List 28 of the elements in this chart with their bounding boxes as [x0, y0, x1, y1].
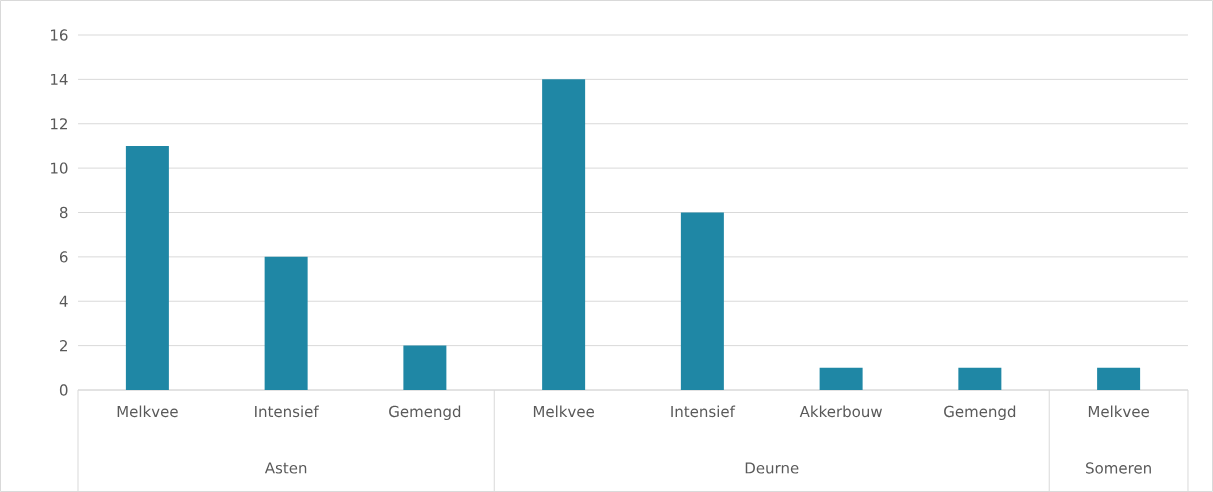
x-tick-label: Melkvee [533, 405, 594, 418]
y-tick-label: 12 [51, 118, 67, 130]
y-tick-label: 10 [51, 162, 68, 174]
y-tick-label: 2 [60, 340, 67, 352]
x-tick-label: Gemengd [389, 405, 461, 421]
bar [125, 145, 169, 390]
bar [264, 256, 308, 390]
bar [680, 212, 724, 390]
bar [819, 367, 863, 390]
y-tick-label: 16 [51, 29, 68, 41]
x-tick-label: Melkvee [1088, 405, 1149, 418]
bar [542, 79, 586, 390]
text: Deurne [745, 462, 799, 474]
x-tick-label: Akkerbouw [799, 405, 882, 418]
y-tick-label: 4 [59, 295, 68, 307]
y-tick-label: 8 [59, 206, 68, 219]
text: Someren [1086, 462, 1151, 474]
x-tick-label: Intensief [255, 405, 319, 418]
y-tick-label: 6 [59, 251, 68, 263]
text: Asten [264, 462, 307, 474]
y-tick-label: 0 [59, 384, 68, 396]
y-tick-label: 14 [51, 73, 68, 85]
bar [958, 367, 1002, 390]
bar [1097, 367, 1141, 390]
x-tick-label: Gemengd [944, 405, 1016, 421]
x-tick-label: Intensief [671, 405, 736, 418]
bar [403, 345, 447, 390]
x-tick-label: Melkvee [117, 405, 178, 418]
